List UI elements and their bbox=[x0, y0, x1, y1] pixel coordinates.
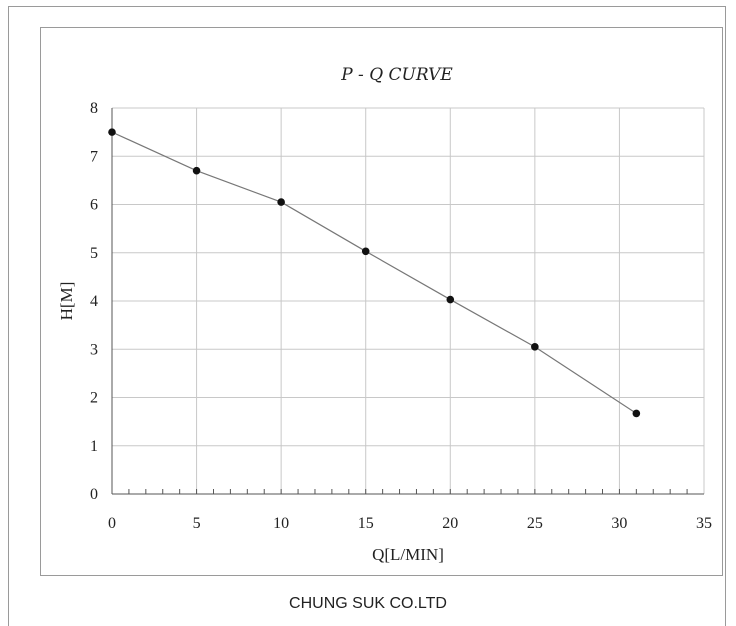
x-tick-label: 35 bbox=[696, 515, 712, 532]
data-point bbox=[632, 409, 641, 418]
y-tick-label: 3 bbox=[90, 341, 98, 358]
x-tick-label: 25 bbox=[527, 515, 543, 532]
data-point bbox=[361, 247, 370, 256]
y-axis-label: H[M] bbox=[57, 282, 76, 321]
y-tick-label: 4 bbox=[90, 293, 98, 310]
axis-layer bbox=[111, 108, 704, 495]
series-line bbox=[111, 131, 637, 414]
y-tick-label: 8 bbox=[90, 100, 98, 117]
data-point bbox=[192, 166, 201, 175]
x-axis-label: Q[L/MIN] bbox=[372, 545, 444, 564]
x-tick-label: 15 bbox=[358, 515, 374, 532]
y-tick-labels: 0 1 2 3 4 5 6 7 8 bbox=[90, 100, 98, 503]
x-tick-label: 30 bbox=[611, 515, 627, 532]
y-tick-label: 5 bbox=[90, 245, 98, 262]
x-tick-label: 20 bbox=[442, 515, 458, 532]
data-point bbox=[446, 295, 455, 304]
data-point bbox=[277, 198, 285, 206]
x-tick-label: 0 bbox=[108, 515, 116, 532]
x-tick-label: 10 bbox=[273, 515, 289, 532]
y-tick-label: 1 bbox=[90, 438, 98, 455]
data-point bbox=[108, 128, 116, 136]
y-tick-label: 7 bbox=[90, 148, 98, 165]
chart-title: P - Q CURVE bbox=[340, 65, 453, 85]
y-tick-label: 2 bbox=[90, 390, 98, 407]
data-point bbox=[531, 343, 539, 351]
company-name: CHUNG SUK CO.LTD bbox=[289, 595, 447, 612]
series-layer bbox=[108, 128, 641, 418]
x-tick-labels: 0 5 10 15 20 25 30 35 bbox=[108, 515, 712, 532]
outer-frame bbox=[8, 6, 726, 626]
y-tick-label: 0 bbox=[90, 486, 98, 503]
grid-layer bbox=[112, 107, 705, 494]
y-tick-label: 6 bbox=[90, 197, 98, 214]
x-tick-label: 5 bbox=[193, 515, 201, 532]
